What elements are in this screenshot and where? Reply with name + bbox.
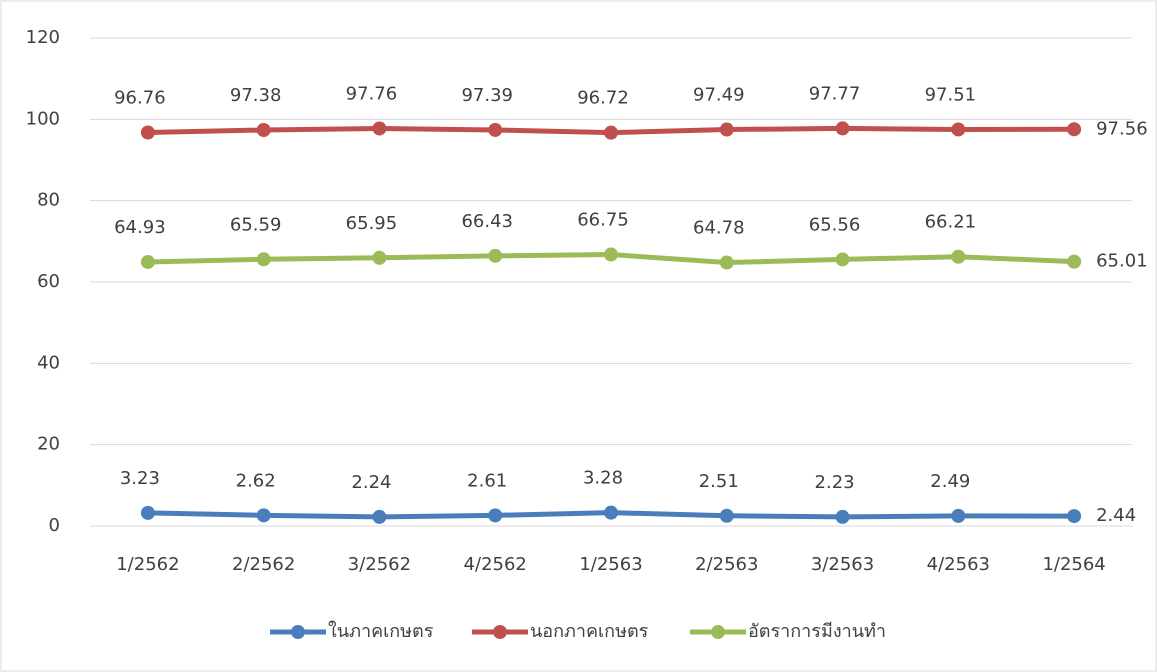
data-label: 66.43 <box>461 211 513 232</box>
data-point <box>604 125 618 140</box>
data-point <box>835 509 850 524</box>
data-label: 97.39 <box>461 85 513 106</box>
legend-marker <box>291 625 305 639</box>
data-point <box>719 122 734 137</box>
x-tick-label: 1/2562 <box>116 554 179 575</box>
x-tick-label: 2/2562 <box>232 554 295 575</box>
data-label: 2.49 <box>930 471 970 492</box>
x-tick-label: 3/2563 <box>811 554 874 575</box>
data-point <box>835 121 850 136</box>
data-label: 97.51 <box>925 84 977 105</box>
x-tick-label: 4/2563 <box>927 554 990 575</box>
data-label: 97.76 <box>346 83 398 104</box>
legend-label: นอกภาคเกษตร <box>530 621 649 642</box>
data-label: 65.59 <box>230 214 282 235</box>
data-point <box>488 122 503 137</box>
data-point <box>1067 122 1082 137</box>
data-point <box>140 254 155 269</box>
data-point <box>256 122 271 137</box>
y-tick-label: 40 <box>37 352 60 373</box>
data-point <box>140 125 155 140</box>
data-point <box>140 505 155 520</box>
data-point <box>372 509 387 524</box>
data-point <box>719 508 734 523</box>
x-tick-label: 4/2562 <box>464 554 527 575</box>
data-point <box>372 250 387 265</box>
y-tick-label: 80 <box>37 190 60 211</box>
data-label: 3.23 <box>120 468 160 489</box>
legend-marker <box>711 625 725 639</box>
data-point <box>488 248 503 263</box>
y-tick-label: 120 <box>26 27 60 48</box>
x-tick-label: 1/2564 <box>1042 554 1105 575</box>
data-label: 64.78 <box>693 218 745 239</box>
data-point <box>372 121 387 136</box>
legend-label: อัตราการมีงานทำ <box>748 621 886 642</box>
data-label: 2.51 <box>699 471 739 492</box>
data-point <box>1067 254 1082 269</box>
data-point <box>951 249 966 264</box>
data-point <box>256 252 271 267</box>
data-label: 96.76 <box>114 88 166 109</box>
y-tick-label: 100 <box>26 108 60 129</box>
data-label: 2.23 <box>815 472 855 493</box>
data-label: 3.28 <box>583 468 623 489</box>
data-label: 97.38 <box>230 85 282 106</box>
data-label: 65.56 <box>809 214 861 235</box>
data-label: 2.44 <box>1096 505 1136 526</box>
data-point <box>488 508 503 523</box>
data-point <box>835 252 850 267</box>
data-label: 2.62 <box>236 470 276 491</box>
data-label: 65.01 <box>1096 251 1148 272</box>
data-label: 97.56 <box>1096 118 1148 139</box>
data-label: 66.75 <box>577 210 629 231</box>
x-tick-label: 2/2563 <box>695 554 758 575</box>
data-point <box>1067 509 1082 524</box>
legend-marker <box>493 625 507 639</box>
data-label: 64.93 <box>114 217 166 238</box>
data-point <box>604 505 618 520</box>
y-tick-label: 0 <box>49 515 60 536</box>
data-point <box>604 247 618 262</box>
data-label: 65.95 <box>346 213 398 234</box>
y-tick-label: 20 <box>37 434 60 455</box>
data-label: 2.61 <box>467 470 507 491</box>
data-label: 96.72 <box>577 88 629 109</box>
data-point <box>256 508 271 523</box>
x-tick-label: 3/2562 <box>348 554 411 575</box>
data-point <box>719 255 734 270</box>
legend-label: ในภาคเกษตร <box>328 620 434 642</box>
y-tick-label: 60 <box>37 271 60 292</box>
data-point <box>951 122 966 137</box>
data-label: 97.49 <box>693 85 745 106</box>
data-point <box>951 508 966 523</box>
x-tick-label: 1/2563 <box>579 554 642 575</box>
data-label: 97.77 <box>809 83 861 104</box>
data-label: 2.24 <box>351 472 391 493</box>
data-label: 66.21 <box>925 212 977 233</box>
